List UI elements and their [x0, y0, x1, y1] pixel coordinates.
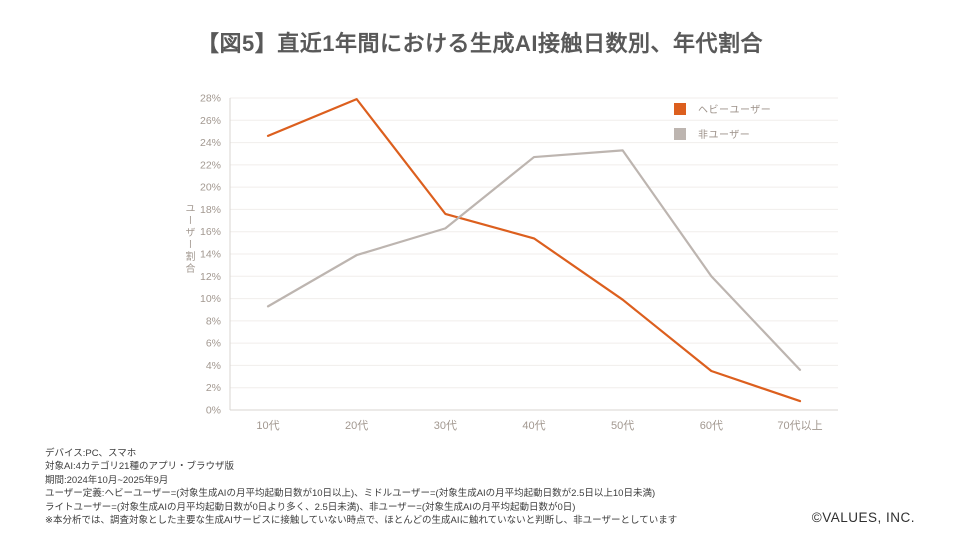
y-tick-label: 6%: [206, 338, 221, 350]
y-tick-label: 8%: [206, 315, 221, 327]
y-tick-label: 2%: [206, 382, 221, 394]
x-tick-label: 30代: [434, 419, 457, 432]
y-tick-label: 22%: [200, 159, 221, 171]
y-axis-title: ユーザー割合: [183, 203, 194, 275]
copyright: ©VALUES, INC.: [811, 510, 915, 525]
y-tick-label: 28%: [200, 93, 221, 105]
legend-swatch-non-user-icon: [674, 127, 686, 140]
page-title: 【図5】直近1年間における生成AI接触日数別、年代割合: [197, 31, 763, 56]
chart-plot-area: 0% 2% 4% 6% 8% 10% 12% 14% 16% 18% 20% 22% 24% 26% 28%…: [200, 93, 838, 432]
footnote-line: 対象AI:4カテゴリ21種のアプリ・ブラウザ版: [45, 461, 234, 473]
y-tick-label: 12%: [200, 271, 221, 283]
legend-item-non-user: 非ユーザー: [674, 121, 834, 146]
y-tick-label: 20%: [200, 182, 221, 194]
footnotes: デバイス:PC、スマホ 対象AI:4カテゴリ21種のアプリ・ブラウザ版 期間:2…: [45, 447, 745, 528]
x-tick-label: 20代: [345, 419, 368, 432]
footnote-line: ライトユーザー=(対象生成AIの月平均起動日数が0日より多く、2.5日未満)、非…: [45, 501, 576, 513]
y-tick-label: 26%: [200, 115, 221, 127]
legend-label-heavy-user: ヘビーユーザー: [698, 105, 772, 116]
x-tick-label: 60代: [700, 419, 723, 432]
series-line-1: [266, 149, 802, 371]
y-tick-label: 10%: [200, 293, 221, 305]
footnote-line: ユーザー定義:ヘビーユーザー=(対象生成AIの月平均起動日数が10日以上)、ミド…: [45, 488, 656, 500]
legend-item-heavy-user: ヘビーユーザー: [674, 96, 834, 121]
footnote-line: ※本分析では、調査対象とした主要な生成AIサービスに接触していない時点で、ほとん…: [45, 515, 678, 527]
legend-label-non-user: 非ユーザー: [698, 130, 751, 141]
x-tick-label: 70代以上: [777, 419, 822, 432]
y-tick-label: 18%: [200, 204, 221, 216]
y-tick-label: 14%: [200, 249, 221, 261]
y-tick-label: 16%: [200, 226, 221, 238]
line-chart: ユーザー割合 0% 2% 4% 6% 8% 10% 12% 14% 16% 18% 20% 22% 24…: [182, 88, 842, 438]
legend: ヘビーユーザー 非ユーザー: [674, 96, 834, 146]
footnote-line: 期間:2024年10月~2025年9月: [45, 474, 169, 486]
y-tick-label: 24%: [200, 137, 221, 149]
x-tick-label: 10代: [256, 419, 279, 432]
y-tick-label: 0%: [206, 405, 221, 417]
footnote-line: デバイス:PC、スマホ: [45, 448, 137, 459]
x-tick-label: 50代: [611, 419, 634, 432]
series-line-0: [266, 98, 802, 403]
x-tick-label: 40代: [522, 419, 545, 432]
legend-swatch-heavy-user-icon: [674, 102, 686, 115]
y-tick-label: 4%: [206, 360, 221, 372]
